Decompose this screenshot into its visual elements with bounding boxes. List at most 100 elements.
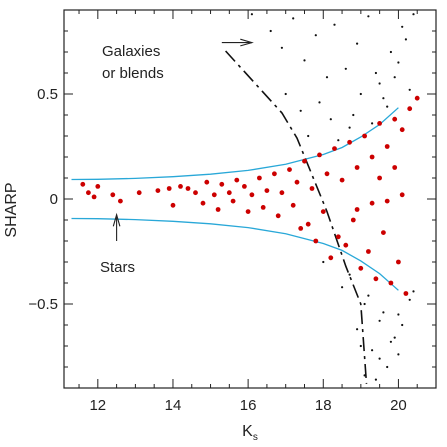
star-point bbox=[242, 184, 247, 189]
star-point bbox=[320, 209, 326, 215]
star-point bbox=[302, 158, 307, 164]
star-point bbox=[95, 184, 101, 189]
star-point bbox=[294, 179, 300, 185]
star-point bbox=[366, 249, 371, 254]
star-point bbox=[373, 276, 379, 282]
galaxy-point bbox=[386, 105, 389, 108]
star-point bbox=[287, 167, 292, 173]
galaxy-point bbox=[356, 328, 359, 331]
galaxy-point bbox=[386, 365, 389, 369]
galaxy-point bbox=[303, 59, 306, 62]
y-tick-label: −0.5 bbox=[28, 296, 58, 313]
galaxy-point bbox=[314, 34, 317, 37]
star-point bbox=[118, 198, 123, 204]
annotations: Galaxies or blends Stars bbox=[100, 38, 254, 276]
star-point bbox=[245, 209, 251, 215]
galaxy-point bbox=[359, 92, 362, 96]
star-point bbox=[313, 238, 319, 244]
galaxy-point bbox=[299, 109, 302, 112]
star-point bbox=[260, 205, 266, 210]
star-point bbox=[332, 146, 337, 152]
star-point bbox=[347, 139, 352, 145]
star-point bbox=[264, 188, 270, 194]
star-point bbox=[399, 127, 405, 133]
annotation-arrow-head bbox=[112, 212, 121, 227]
galaxy-point bbox=[367, 15, 370, 18]
galaxy-point bbox=[341, 286, 344, 289]
galaxy-point bbox=[374, 71, 377, 75]
star-point bbox=[384, 144, 390, 149]
galaxy-point bbox=[393, 76, 396, 79]
star-point bbox=[178, 184, 183, 189]
galaxy-point bbox=[250, 13, 253, 16]
data-layer bbox=[71, 13, 420, 384]
x-tick-label: 12 bbox=[89, 397, 106, 414]
galaxy-point bbox=[359, 344, 362, 348]
galaxy-point bbox=[348, 273, 351, 276]
star-point bbox=[290, 202, 296, 208]
galaxy-point bbox=[337, 139, 340, 142]
galaxy-point bbox=[344, 67, 347, 70]
star-point bbox=[350, 217, 356, 223]
star-point bbox=[298, 226, 304, 231]
star-point bbox=[272, 171, 277, 177]
annotation-arrow-head bbox=[240, 38, 254, 47]
star-point bbox=[381, 230, 386, 236]
galaxy-point bbox=[378, 357, 381, 360]
galaxy-point bbox=[397, 313, 400, 316]
star-point bbox=[339, 177, 345, 183]
annotation-galaxies-line1: Galaxies bbox=[102, 43, 160, 60]
galaxy-point bbox=[382, 97, 385, 100]
galaxy-point bbox=[292, 17, 295, 20]
star-point bbox=[80, 181, 86, 187]
galaxy-point bbox=[412, 13, 415, 16]
galaxy-point bbox=[412, 290, 415, 293]
star-point bbox=[211, 192, 217, 198]
galaxy-point bbox=[329, 118, 332, 121]
star-point bbox=[354, 207, 360, 212]
galaxy-point bbox=[389, 340, 392, 343]
galaxy-point bbox=[371, 349, 374, 352]
annotation-stars: Stars bbox=[100, 259, 135, 276]
galaxy-point bbox=[382, 311, 385, 314]
star-point bbox=[215, 207, 221, 212]
star-point bbox=[403, 291, 409, 296]
star-point bbox=[328, 255, 334, 261]
galaxy-point bbox=[352, 113, 355, 117]
galaxy-point bbox=[378, 82, 381, 85]
star-point bbox=[185, 186, 191, 191]
star-point bbox=[396, 259, 401, 265]
y-tick-label: 0 bbox=[50, 191, 58, 208]
y-tick-label: 0.5 bbox=[37, 86, 58, 103]
star-point bbox=[170, 202, 176, 208]
ticks-layer bbox=[64, 10, 436, 388]
galaxy-point bbox=[363, 302, 366, 306]
star-point bbox=[399, 192, 405, 198]
star-point bbox=[110, 192, 116, 198]
star-point bbox=[358, 265, 364, 271]
star-point bbox=[407, 106, 413, 112]
star-point bbox=[226, 190, 232, 196]
star-point bbox=[204, 179, 210, 185]
x-axis-label-main: K bbox=[242, 423, 253, 440]
star-point bbox=[384, 198, 390, 204]
star-point bbox=[234, 177, 240, 183]
star-point bbox=[324, 171, 330, 177]
galaxy-point bbox=[307, 134, 310, 138]
galaxy-point bbox=[280, 46, 283, 49]
star-point bbox=[309, 186, 315, 191]
star-point bbox=[377, 175, 382, 181]
galaxy-point bbox=[356, 42, 359, 45]
galaxy-point bbox=[401, 25, 404, 28]
star-point bbox=[343, 242, 349, 248]
galaxy-point bbox=[401, 323, 404, 327]
star-point bbox=[414, 95, 420, 101]
star-point bbox=[354, 165, 360, 170]
galaxy-point bbox=[269, 29, 272, 33]
star-point bbox=[377, 121, 382, 126]
star-point bbox=[392, 116, 398, 122]
galaxy-point bbox=[393, 336, 396, 339]
star-point bbox=[369, 154, 375, 160]
x-tick-label: 20 bbox=[390, 397, 407, 414]
